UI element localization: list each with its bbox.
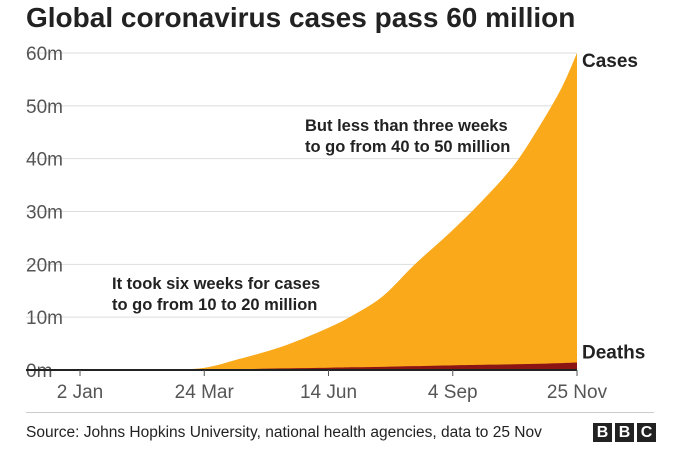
footer-divider — [26, 412, 654, 413]
y-tick-label: 20m — [26, 255, 63, 276]
area-chart: 0m 10m 20m 30m 40m 50m 60m Cases Deaths 2 Jan 24 M… — [26, 44, 645, 403]
y-tick-label: 30m — [26, 203, 63, 224]
annotation-text: to go from 40 to 50 million — [305, 138, 510, 156]
x-tick-label: 4 Sep — [428, 382, 478, 403]
series-label: Cases — [582, 51, 638, 72]
chart-title: Global coronavirus cases pass 60 million — [26, 2, 576, 33]
area-deaths — [80, 362, 577, 370]
logo-letter: B — [593, 423, 612, 442]
annotation-text: to go from 10 to 20 million — [112, 296, 317, 314]
logo-letter: C — [637, 423, 656, 442]
series-label: Deaths — [582, 343, 645, 364]
x-tick-label: 24 Mar — [175, 382, 235, 403]
x-tick-label: 25 Nov — [547, 382, 608, 403]
y-tick-label: 0m — [26, 361, 52, 382]
logo-letter: B — [615, 423, 634, 442]
y-tick-label: 60m — [26, 44, 63, 65]
x-tick-label: 14 Jun — [300, 382, 357, 403]
y-tick-label: 50m — [26, 97, 63, 118]
bbc-logo: B B C — [593, 423, 656, 442]
annotation-text: But less than three weeks — [305, 117, 508, 135]
source-note: Source: Johns Hopkins University, nation… — [26, 424, 542, 441]
y-tick-label: 10m — [26, 308, 63, 329]
x-tick-label: 2 Jan — [57, 382, 103, 403]
y-tick-label: 40m — [26, 150, 63, 171]
annotation-text: It took six weeks for cases — [112, 275, 320, 293]
area-cases — [80, 53, 577, 370]
